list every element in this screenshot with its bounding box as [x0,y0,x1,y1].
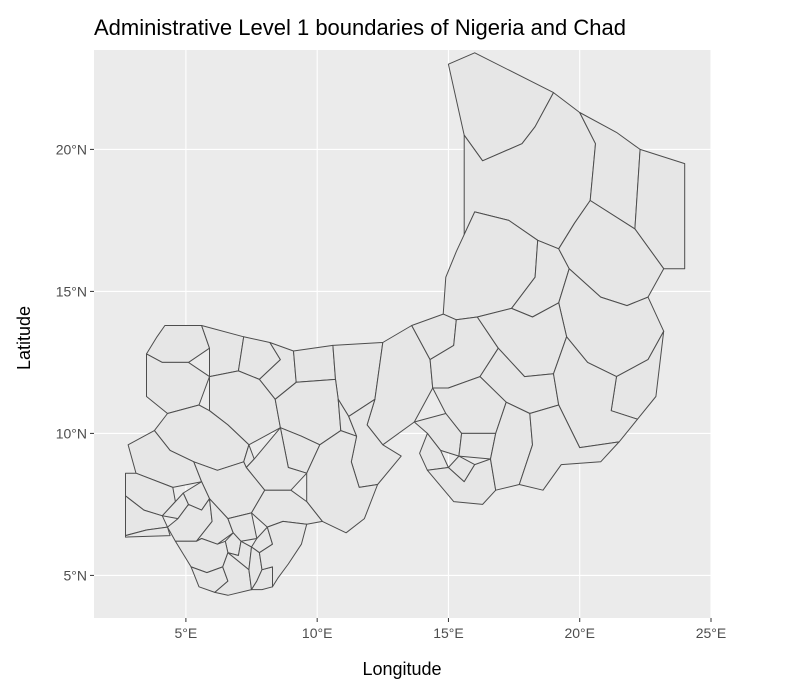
region-nigeria-jigawa [293,344,336,383]
y-tick-label-1: 10°N [56,425,87,441]
x-tick-label-1: 10°E [302,625,333,641]
region-chad-ennedi-est [634,148,686,270]
x-tick-label-0: 5°E [175,625,198,641]
x-axis: 5°E 10°E 15°E 20°E 25°E [175,618,727,641]
region-nigeria-taraba [306,430,379,534]
y-axis: 5°N 10°N 15°N 20°N [56,141,94,583]
region-nigeria-cross-river [258,520,308,588]
y-tick-label-2: 15°N [56,283,87,299]
region-nigeria-kebbi [146,353,210,414]
x-tick-label-4: 25°E [696,625,727,641]
x-axis-title: Longitude [362,659,441,679]
x-tick-label-3: 20°E [564,625,595,641]
region-nigeria-lagos [125,526,171,538]
map-title: Administrative Level 1 boundaries of Nig… [94,15,626,40]
y-tick-label-3: 20°N [56,141,87,157]
region-layer [125,52,686,596]
y-axis-title: Latitude [14,306,34,370]
region-chad-moyen-chari [518,404,620,491]
x-tick-label-2: 15°E [433,625,464,641]
y-tick-label-0: 5°N [64,567,88,583]
region-chad-tandjile [458,432,497,460]
